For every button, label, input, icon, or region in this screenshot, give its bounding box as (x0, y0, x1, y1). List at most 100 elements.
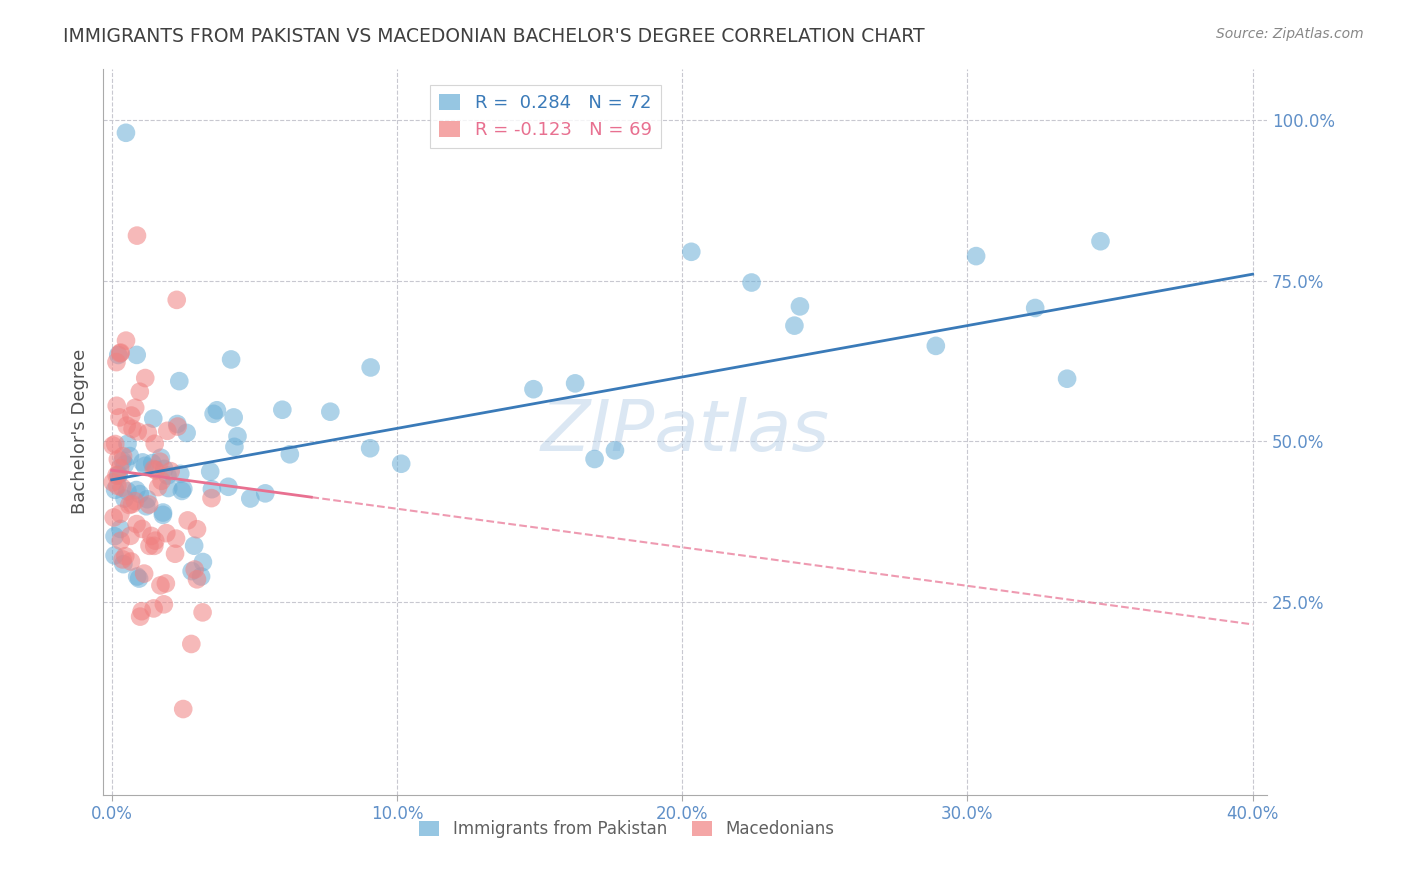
Immigrants from Pakistan (172, 482, 194, 496)
Macedonians (118, 498, 141, 512)
Immigrants from Pakistan (118, 449, 141, 463)
Macedonians (156, 424, 179, 438)
Immigrants from Pakistan (254, 486, 277, 500)
Macedonians (125, 517, 148, 532)
Immigrants from Pakistan (183, 539, 205, 553)
Immigrants from Pakistan (169, 374, 191, 388)
Macedonians (149, 578, 172, 592)
Macedonians (125, 228, 148, 243)
Macedonians (107, 452, 129, 467)
Macedonians (136, 425, 159, 440)
Macedonians (143, 539, 166, 553)
Macedonians (108, 346, 131, 360)
Immigrants from Pakistan (278, 447, 301, 461)
Macedonians (142, 601, 165, 615)
Macedonians (141, 529, 163, 543)
Immigrants from Pakistan (156, 468, 179, 483)
Immigrants from Pakistan (142, 411, 165, 425)
Immigrants from Pakistan (1090, 234, 1112, 248)
Immigrants from Pakistan (117, 484, 139, 499)
Macedonians (121, 422, 143, 436)
Immigrants from Pakistan (190, 569, 212, 583)
Immigrants from Pakistan (128, 487, 150, 501)
Immigrants from Pakistan (1056, 372, 1078, 386)
Macedonians (155, 526, 177, 541)
Macedonians (159, 464, 181, 478)
Immigrants from Pakistan (114, 458, 136, 472)
Macedonians (115, 334, 138, 348)
Text: ZIPatlas: ZIPatlas (540, 397, 830, 467)
Immigrants from Pakistan (219, 352, 242, 367)
Macedonians (112, 449, 135, 463)
Macedonians (108, 461, 131, 475)
Macedonians (166, 293, 188, 307)
Immigrants from Pakistan (152, 506, 174, 520)
Immigrants from Pakistan (131, 455, 153, 469)
Immigrants from Pakistan (202, 407, 225, 421)
Immigrants from Pakistan (103, 549, 125, 563)
Immigrants from Pakistan (149, 450, 172, 465)
Macedonians (101, 438, 124, 452)
Immigrants from Pakistan (166, 417, 188, 431)
Immigrants from Pakistan (965, 249, 987, 263)
Legend: Immigrants from Pakistan, Macedonians: Immigrants from Pakistan, Macedonians (413, 814, 841, 845)
Immigrants from Pakistan (224, 440, 246, 454)
Immigrants from Pakistan (104, 483, 127, 497)
Text: IMMIGRANTS FROM PAKISTAN VS MACEDONIAN BACHELOR'S DEGREE CORRELATION CHART: IMMIGRANTS FROM PAKISTAN VS MACEDONIAN B… (63, 27, 925, 45)
Immigrants from Pakistan (117, 437, 139, 451)
Immigrants from Pakistan (152, 508, 174, 522)
Macedonians (115, 418, 138, 433)
Macedonians (120, 554, 142, 568)
Immigrants from Pakistan (157, 481, 180, 495)
Macedonians (155, 576, 177, 591)
Macedonians (145, 463, 167, 477)
Immigrants from Pakistan (176, 425, 198, 440)
Immigrants from Pakistan (741, 276, 763, 290)
Macedonians (128, 384, 150, 399)
Immigrants from Pakistan (107, 348, 129, 362)
Macedonians (186, 572, 208, 586)
Immigrants from Pakistan (226, 429, 249, 443)
Macedonians (124, 494, 146, 508)
Immigrants from Pakistan (112, 557, 135, 571)
Macedonians (131, 522, 153, 536)
Macedonians (103, 510, 125, 524)
Macedonians (186, 522, 208, 536)
Macedonians (127, 425, 149, 439)
Immigrants from Pakistan (153, 462, 176, 476)
Immigrants from Pakistan (564, 376, 586, 391)
Immigrants from Pakistan (170, 483, 193, 498)
Macedonians (180, 637, 202, 651)
Macedonians (153, 597, 176, 611)
Immigrants from Pakistan (271, 402, 294, 417)
Macedonians (183, 562, 205, 576)
Immigrants from Pakistan (389, 457, 412, 471)
Macedonians (143, 436, 166, 450)
Immigrants from Pakistan (222, 410, 245, 425)
Immigrants from Pakistan (134, 458, 156, 473)
Immigrants from Pakistan (136, 492, 159, 507)
Immigrants from Pakistan (107, 468, 129, 483)
Macedonians (110, 345, 132, 359)
Immigrants from Pakistan (128, 572, 150, 586)
Y-axis label: Bachelor's Degree: Bachelor's Degree (72, 349, 89, 515)
Immigrants from Pakistan (135, 500, 157, 514)
Immigrants from Pakistan (111, 454, 134, 468)
Immigrants from Pakistan (522, 382, 544, 396)
Immigrants from Pakistan (200, 465, 222, 479)
Macedonians (138, 498, 160, 512)
Macedonians (177, 513, 200, 527)
Immigrants from Pakistan (169, 467, 191, 481)
Immigrants from Pakistan (205, 403, 228, 417)
Immigrants from Pakistan (115, 126, 138, 140)
Macedonians (191, 606, 214, 620)
Macedonians (138, 539, 160, 553)
Immigrants from Pakistan (925, 339, 948, 353)
Macedonians (111, 552, 134, 566)
Macedonians (142, 462, 165, 476)
Macedonians (149, 455, 172, 469)
Immigrants from Pakistan (1024, 301, 1046, 315)
Immigrants from Pakistan (789, 300, 811, 314)
Macedonians (120, 529, 142, 543)
Immigrants from Pakistan (681, 244, 703, 259)
